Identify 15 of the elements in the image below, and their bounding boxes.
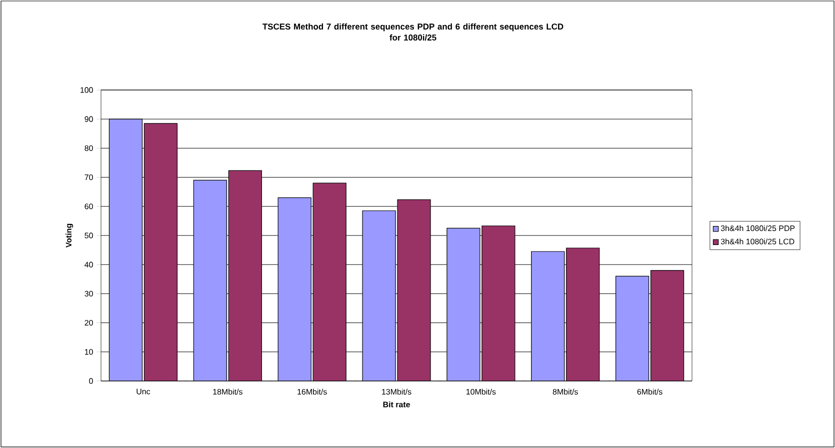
bar [362, 210, 396, 381]
chart-title: TSCES Method 7 different sequences PDP and 6 different sequences LCD for 1080i/25 [262, 23, 564, 41]
bar [446, 228, 480, 381]
bar [566, 248, 600, 381]
bar [615, 276, 650, 381]
bar [193, 180, 227, 381]
bar [650, 270, 684, 381]
bar [108, 118, 143, 381]
bar [228, 170, 262, 381]
bar [482, 226, 516, 381]
bar [312, 182, 346, 381]
bar [397, 199, 431, 381]
bar [278, 197, 312, 381]
bar [144, 123, 178, 381]
bar [531, 251, 565, 381]
